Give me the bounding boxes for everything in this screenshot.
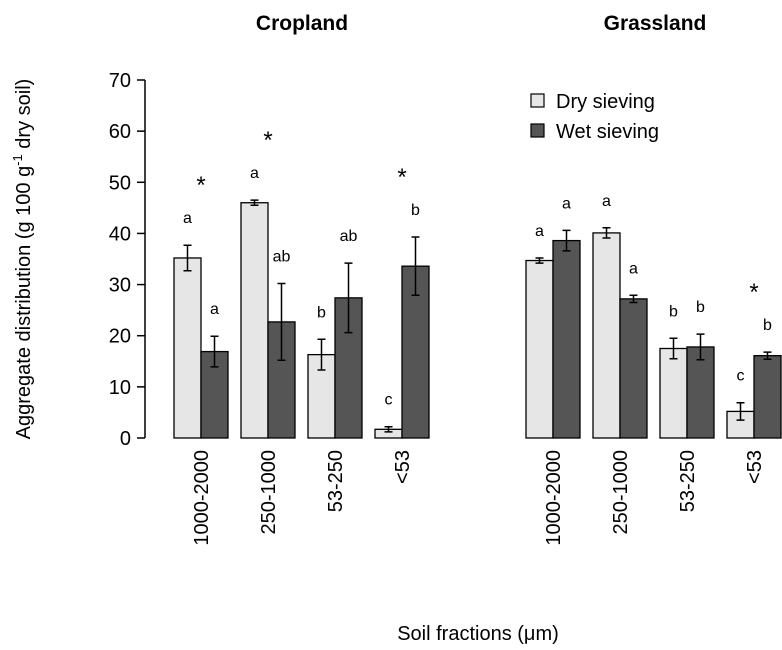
bar	[659, 347, 688, 439]
x-tick-label: 1000-2000	[191, 450, 213, 546]
error-bar	[562, 229, 571, 252]
x-tick-label: 53-250	[325, 450, 347, 512]
y-label-main: Aggregate distribution (g 100 g	[13, 166, 35, 440]
legend-label: Dry sieving	[556, 91, 655, 113]
y-tick-label: 20	[109, 326, 131, 348]
significance-letter: a	[629, 260, 638, 277]
significance-letter: a	[183, 210, 192, 227]
bar	[552, 239, 581, 439]
significance-letter: a	[535, 223, 544, 240]
bar	[240, 202, 269, 439]
x-tick-label: <53	[744, 450, 766, 484]
error-bar	[629, 294, 638, 304]
significance-letter: b	[763, 317, 772, 334]
significance-letter: b	[696, 299, 705, 316]
y-tick-label: 30	[109, 275, 131, 297]
x-axis-label: Soil fractions (μm)	[397, 623, 559, 645]
significance-star: *	[397, 164, 406, 191]
legend-label: Wet sieving	[556, 121, 659, 143]
y-label-sup: -1	[10, 154, 25, 166]
significance-star: *	[749, 279, 758, 306]
significance-letter: b	[317, 304, 326, 321]
bar	[401, 265, 430, 439]
bar	[619, 298, 648, 439]
significance-letter: c	[737, 368, 745, 385]
significance-star: *	[196, 172, 205, 199]
legend-swatch	[530, 93, 545, 108]
y-tick-label: 50	[109, 172, 131, 194]
y-tick-label: 60	[109, 121, 131, 143]
error-bar	[669, 337, 678, 360]
panel-title: Cropland	[256, 12, 348, 35]
error-bar	[344, 262, 353, 334]
significance-letter: ab	[340, 228, 358, 245]
error-bar	[250, 199, 259, 207]
error-bar	[696, 333, 705, 361]
y-axis-label: Aggregate distribution (g 100 g-1 dry so…	[10, 79, 35, 440]
error-bar	[277, 282, 286, 362]
significance-letter: b	[411, 202, 420, 219]
significance-letter: a	[250, 165, 259, 182]
x-tick-label: 250-1000	[258, 450, 280, 535]
bar	[525, 259, 554, 439]
significance-star: *	[263, 127, 272, 154]
significance-letter: a	[210, 301, 219, 318]
error-bar	[183, 244, 192, 272]
significance-letter: b	[669, 303, 678, 320]
x-tick-label: <53	[392, 450, 414, 484]
y-tick-label: 10	[109, 377, 131, 399]
error-bar	[411, 236, 420, 297]
bar	[173, 257, 202, 439]
panel-title: Grassland	[604, 12, 707, 35]
legend-swatch	[530, 123, 545, 138]
x-tick-label: 250-1000	[610, 450, 632, 535]
bar	[686, 346, 715, 439]
error-bar	[384, 425, 393, 433]
y-tick-label: 40	[109, 223, 131, 245]
error-bar	[210, 335, 219, 368]
y-tick-label: 0	[120, 428, 131, 450]
error-bar	[317, 338, 326, 371]
error-bar	[602, 227, 611, 239]
significance-letter: ab	[273, 249, 291, 266]
bar	[753, 355, 782, 439]
y-tick-label: 70	[109, 70, 131, 92]
significance-letter: a	[602, 193, 611, 210]
bar	[592, 232, 621, 439]
error-bar	[763, 351, 772, 360]
significance-letter: a	[562, 195, 571, 212]
significance-letter: c	[385, 392, 393, 409]
y-label-rest: dry soil)	[13, 79, 35, 155]
error-bar	[736, 401, 745, 421]
x-tick-label: 53-250	[677, 450, 699, 512]
x-tick-label: 1000-2000	[543, 450, 565, 546]
error-bar	[535, 257, 544, 264]
